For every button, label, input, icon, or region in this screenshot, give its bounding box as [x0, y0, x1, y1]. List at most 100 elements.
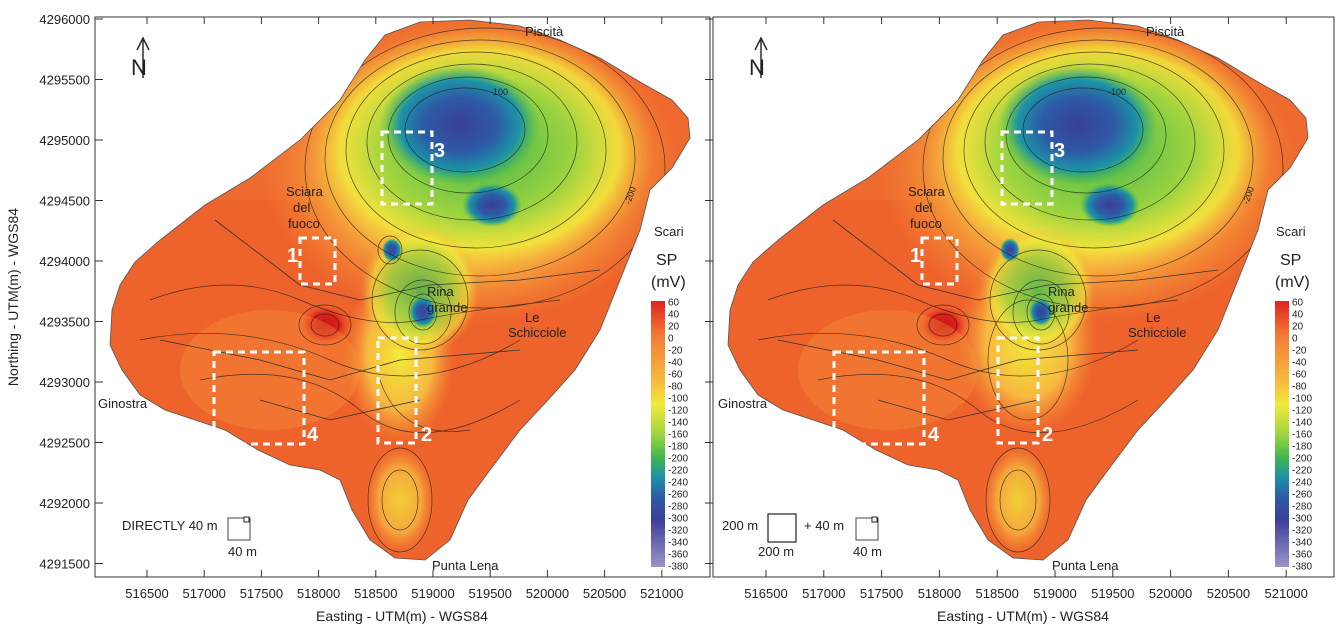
colorbar-tick-label: -320: [1292, 526, 1312, 537]
colorbar-tick-label: -260: [1292, 490, 1312, 501]
left-zone-boxes: [212, 130, 434, 446]
left-north-arrow: [136, 36, 150, 78]
left-zone-1-box: [298, 236, 337, 286]
colorbar-tick-label: -340: [668, 538, 688, 549]
colorbar-tick-label: -240: [1292, 478, 1312, 489]
y-tick-label: 4294500: [39, 194, 90, 209]
left-place-sciara-1: Sciara: [286, 184, 324, 199]
left-x-tick-label: 521000: [640, 586, 683, 601]
left-place-le-1: Le: [525, 310, 539, 325]
colorbar-tick-label: -160: [668, 430, 688, 441]
y-tick-label: 4292500: [39, 436, 90, 451]
colorbar-tick-label: 0: [1292, 334, 1298, 345]
left-place-ginostra: Ginostra: [98, 396, 148, 411]
right-place-sciara-2: del: [915, 200, 932, 215]
colorbar-tick-label: 20: [1292, 322, 1304, 333]
colorbar-tick-label: -40: [668, 358, 683, 369]
left-place-rina-2: grande: [427, 300, 467, 315]
right-x-tick-label: 520000: [1149, 586, 1192, 601]
y-axis-ticks: 4296000 4295500 4295000 4294500 4294000 42935…: [39, 12, 713, 572]
y-tick-label: 4295000: [39, 133, 90, 148]
right-x-tick-label: 517500: [860, 586, 903, 601]
colorbar-tick-label: -220: [668, 466, 688, 477]
colorbar-tick-label: -160: [1292, 430, 1312, 441]
left-x-axis-label: Easting - UTM(m) - WGS84: [316, 608, 488, 624]
colorbar-tick-label: -180: [1292, 442, 1312, 453]
left-place-le-2: Schicciole: [508, 325, 567, 340]
left-place-rina-1: Rina: [427, 284, 455, 299]
left-colorbar-unit: (mV): [651, 274, 686, 291]
left-x-tick-label: 517500: [240, 586, 283, 601]
colorbar-tick-label: -60: [1292, 370, 1307, 381]
right-scale-a-box: [767, 513, 797, 543]
left-x-tick-label: 518500: [354, 586, 397, 601]
y-tick-label: 4292000: [39, 496, 90, 511]
colorbar-tick-label: -360: [668, 550, 688, 561]
colorbar-tick-label: -320: [668, 526, 688, 537]
y-tick-label: 4296000: [39, 12, 90, 27]
right-colorbar-unit: (mV): [1275, 274, 1310, 291]
right-scale-a-text: 200 m: [722, 518, 758, 533]
colorbar-tick-label: 60: [1292, 298, 1304, 309]
right-x-axis-label: Easting - UTM(m) - WGS84: [937, 608, 1109, 624]
colorbar-tick-label: -140: [668, 418, 688, 429]
colorbar-tick-label: -240: [668, 478, 688, 489]
left-x-tick-label: 516500: [125, 586, 168, 601]
left-place-punta-lena: Punta Lena: [432, 558, 499, 573]
left-x-axis-ticks: 516500 517000 517500 518000 518500 519000 5195…: [125, 17, 683, 601]
left-zone-3-box: [380, 130, 434, 206]
left-contour-label-a: -100: [490, 87, 508, 97]
right-zone-2-label: 2: [1042, 424, 1053, 446]
right-zone-3-box: [1000, 130, 1054, 206]
colorbar-tick-label: -200: [668, 454, 688, 465]
y-tick-label: 4295500: [39, 73, 90, 88]
left-zone-1-label: 1: [287, 245, 298, 267]
right-x-tick-label: 518500: [976, 586, 1019, 601]
right-x-tick-label: 519500: [1091, 586, 1134, 601]
left-x-tick-label: 520500: [583, 586, 626, 601]
right-place-sciara-3: fuoco: [910, 216, 942, 231]
colorbar-tick-label: -340: [1292, 538, 1312, 549]
colorbar-tick-label: -220: [1292, 466, 1312, 477]
colorbar-tick-label: -140: [1292, 418, 1312, 429]
left-colorbar-labels: 6040200-20-40-60-80-100-120-140-160-180-…: [668, 298, 688, 573]
right-x-tick-label: 519000: [1033, 586, 1076, 601]
right-zone-4-box: [832, 350, 926, 446]
right-zone-4-label: 4: [928, 424, 940, 446]
left-zone-4-label: 4: [307, 424, 319, 446]
left-place-sciara-2: del: [293, 200, 310, 215]
right-place-rina-1: Rina: [1048, 284, 1076, 299]
colorbar-tick-label: -280: [1292, 502, 1312, 513]
colorbar-tick-label: 60: [668, 298, 680, 309]
left-zone-3-label: 3: [434, 140, 445, 162]
right-scale-a-sub: 200 m: [758, 544, 794, 559]
colorbar-tick-label: -120: [668, 406, 688, 417]
left-scale-sub: 40 m: [228, 544, 257, 559]
right-place-le-2: Schicciole: [1128, 325, 1187, 340]
y-axis-label: Northing - UTM(m) - WGS84: [5, 208, 21, 386]
colorbar-tick-label: 40: [1292, 310, 1304, 321]
left-x-tick-label: 520000: [526, 586, 569, 601]
right-place-punta-lena: Punta Lena: [1052, 558, 1119, 573]
right-place-sciara-1: Sciara: [908, 184, 946, 199]
left-place-sciara-3: fuoco: [288, 216, 320, 231]
colorbar-tick-label: -20: [668, 346, 683, 357]
y-tick-label: 4291500: [39, 557, 90, 572]
left-zone-4-box: [212, 350, 306, 446]
colorbar-tick-label: -260: [668, 490, 688, 501]
right-x-tick-label: 517000: [802, 586, 845, 601]
left-x-tick-label: 519000: [411, 586, 454, 601]
right-x-tick-label: 516500: [744, 586, 787, 601]
left-map-panel: 1 2 3 4 -100 -200 N Piscità Scari Sciara…: [94, 16, 711, 578]
right-zone-boxes: [832, 130, 1054, 446]
left-zone-2-label: 2: [421, 424, 432, 446]
right-place-rina-2: grande: [1048, 300, 1088, 315]
right-scale-b-sub: 40 m: [853, 544, 882, 559]
colorbar-tick-label: -360: [1292, 550, 1312, 561]
left-colorbar: [651, 301, 665, 567]
left-scale-box: [227, 517, 251, 541]
colorbar-tick-label: 40: [668, 310, 680, 321]
colorbar-tick-label: -120: [1292, 406, 1312, 417]
left-colorbar-title: SP: [656, 252, 677, 269]
colorbar-tick-label: -300: [668, 514, 688, 525]
